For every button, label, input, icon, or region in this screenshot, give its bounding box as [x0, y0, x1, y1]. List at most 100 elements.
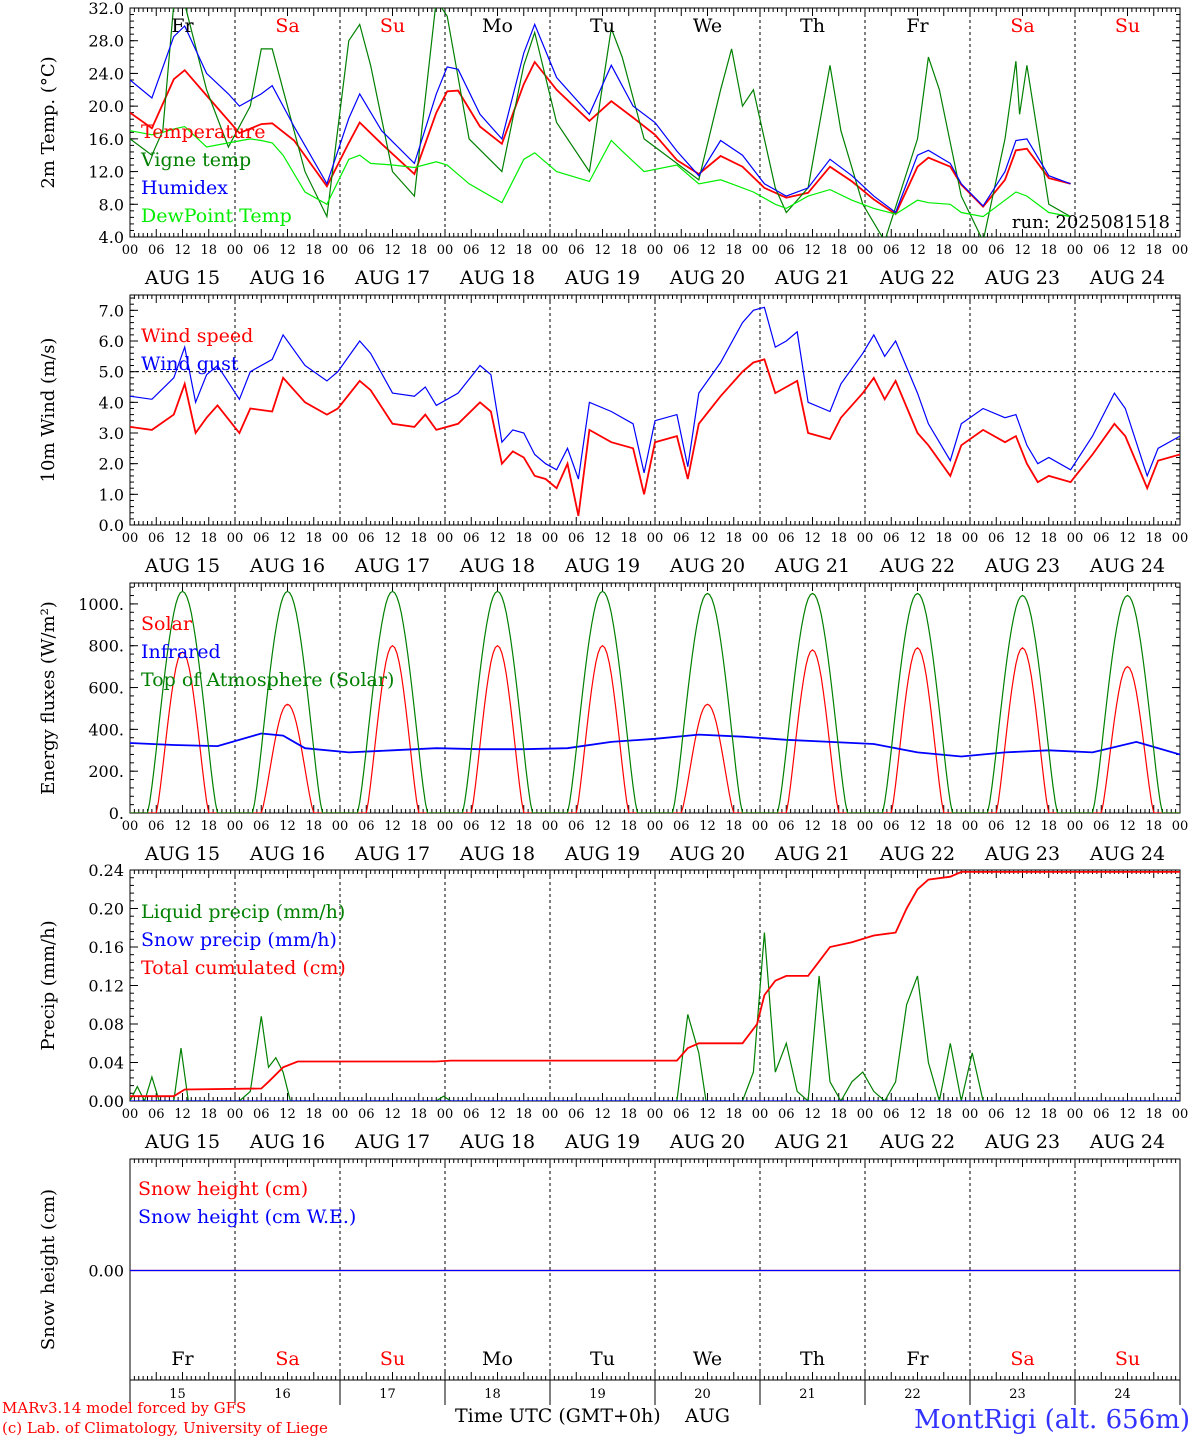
hour-tick-label: 06	[883, 819, 900, 834]
hour-tick-label: 06	[253, 1107, 270, 1122]
date-label: AUG 16	[249, 843, 325, 865]
hour-tick-label: 00	[1172, 243, 1189, 258]
date-label: AUG 16	[249, 1131, 325, 1153]
panel-precip: 0.00 0.04 0.08 0.12 0.16 0.20 0.24 Precip (mm/h…	[38, 861, 1188, 1153]
hour-tick-label: 18	[620, 243, 637, 258]
hour-tick-label: 06	[988, 243, 1005, 258]
y-tick-label: 24.0	[88, 64, 124, 83]
y-tick-label: 1000.	[78, 595, 124, 614]
weekday-label: Fr	[906, 15, 929, 37]
hour-tick-label: 00	[437, 243, 454, 258]
date-label: AUG 17	[354, 555, 430, 577]
series-line	[130, 732, 1180, 758]
hour-tick-label: 12	[1014, 819, 1031, 834]
hour-tick-label: 12	[489, 243, 506, 258]
date-label: AUG 24	[1089, 1131, 1165, 1153]
hour-tick-label: 00	[1172, 819, 1189, 834]
hour-tick-label: 06	[673, 531, 690, 546]
month-label: AUG	[684, 1405, 730, 1427]
hour-tick-label: 18	[725, 819, 742, 834]
y-tick-label: 2.0	[99, 455, 124, 474]
series-line	[130, 125, 1071, 218]
legend-entry: Top of Atmosphere (Solar)	[141, 669, 394, 691]
hour-tick-label: 00	[752, 531, 769, 546]
hour-tick-label: 12	[489, 531, 506, 546]
hour-tick-label: 12	[909, 243, 926, 258]
y-tick-label: 20.0	[88, 97, 124, 116]
hour-tick-label: 06	[148, 531, 165, 546]
hour-tick-label: 00	[227, 243, 244, 258]
y-tick-label: 16.0	[88, 130, 124, 149]
hour-tick-label: 00	[122, 243, 139, 258]
hour-tick-label: 06	[568, 243, 585, 258]
hour-tick-label: 00	[647, 531, 664, 546]
date-label: AUG 23	[984, 267, 1060, 289]
series-group	[130, 8, 1071, 237]
weekday-label: Mo	[482, 15, 513, 37]
series-line	[130, 306, 1180, 480]
date-label: AUG 18	[459, 1131, 535, 1153]
hour-tick-label: 06	[568, 531, 585, 546]
date-label: AUG 17	[354, 843, 430, 865]
hour-tick-label: 12	[384, 819, 401, 834]
hour-tick-label: 06	[778, 243, 795, 258]
y-tick-label: 0.20	[88, 900, 124, 919]
series-group	[130, 306, 1180, 516]
hour-tick-label: 12	[279, 531, 296, 546]
hour-tick-label: 00	[647, 243, 664, 258]
panel-wind: 0.0 1.0 2.0 3.0 4.0 5.0 6.0 7.0 10m Wind (m/s) Wi…	[38, 294, 1189, 577]
legend-entry: Total cumulated (cm)	[141, 957, 346, 979]
legend-entry: Snow height (cm)	[138, 1178, 308, 1200]
hour-tick-label: 12	[279, 1107, 296, 1122]
y-tick-label: 200.	[88, 762, 124, 781]
y-tick-label: 28.0	[88, 32, 124, 51]
location-title: MontRigi (alt. 656m)	[914, 1405, 1190, 1435]
hour-tick-label: 06	[148, 819, 165, 834]
date-label: AUG 18	[459, 843, 535, 865]
hour-tick-label: 12	[594, 243, 611, 258]
hour-tick-label: 00	[1172, 531, 1189, 546]
series-line	[130, 8, 1071, 237]
hour-tick-label: 00	[857, 1107, 874, 1122]
series-group	[130, 871, 1180, 1101]
y-tick-label: 6.0	[99, 332, 124, 351]
hour-tick-label: 12	[594, 1107, 611, 1122]
hour-tick-label: 06	[1093, 819, 1110, 834]
date-label: AUG 15	[144, 1131, 220, 1153]
hour-tick-label: 06	[358, 531, 375, 546]
hour-tick-label: 18	[200, 819, 217, 834]
hour-tick-label: 18	[725, 243, 742, 258]
legend-entry: Wind speed	[141, 325, 253, 347]
weekday-label: Sa	[275, 1348, 299, 1370]
date-label: AUG 17	[354, 1131, 430, 1153]
y-tick-label: 0.24	[88, 861, 124, 880]
x-axis-label: Time UTC (GMT+0h)	[455, 1405, 661, 1427]
date-label: AUG 15	[144, 555, 220, 577]
date-label: AUG 20	[669, 843, 745, 865]
hour-tick-label: 00	[857, 243, 874, 258]
y-tick-label: 0.0	[99, 516, 124, 535]
hour-tick-label: 00	[227, 1107, 244, 1122]
hour-tick-label: 12	[1119, 531, 1136, 546]
day-number-label: 23	[1009, 1387, 1026, 1402]
hour-tick-label: 18	[935, 531, 952, 546]
hour-tick-label: 18	[935, 1107, 952, 1122]
hour-tick-label: 06	[568, 819, 585, 834]
weekday-label: Th	[800, 1348, 825, 1370]
series-line	[130, 60, 1071, 216]
hour-tick-label: 12	[1014, 1107, 1031, 1122]
date-label: AUG 22	[879, 555, 955, 577]
day-number-label: 16	[274, 1387, 291, 1402]
weekday-label: Th	[800, 15, 825, 37]
hour-tick-label: 12	[804, 819, 821, 834]
hour-tick-label: 12	[699, 1107, 716, 1122]
hour-tick-label: 00	[542, 531, 559, 546]
date-label: AUG 18	[459, 267, 535, 289]
legend-entry: Humidex	[141, 177, 228, 199]
hour-tick-label: 00	[542, 819, 559, 834]
date-label: AUG 21	[774, 267, 850, 289]
hour-tick-label: 00	[227, 531, 244, 546]
hour-tick-label: 06	[883, 243, 900, 258]
hour-tick-label: 06	[253, 531, 270, 546]
